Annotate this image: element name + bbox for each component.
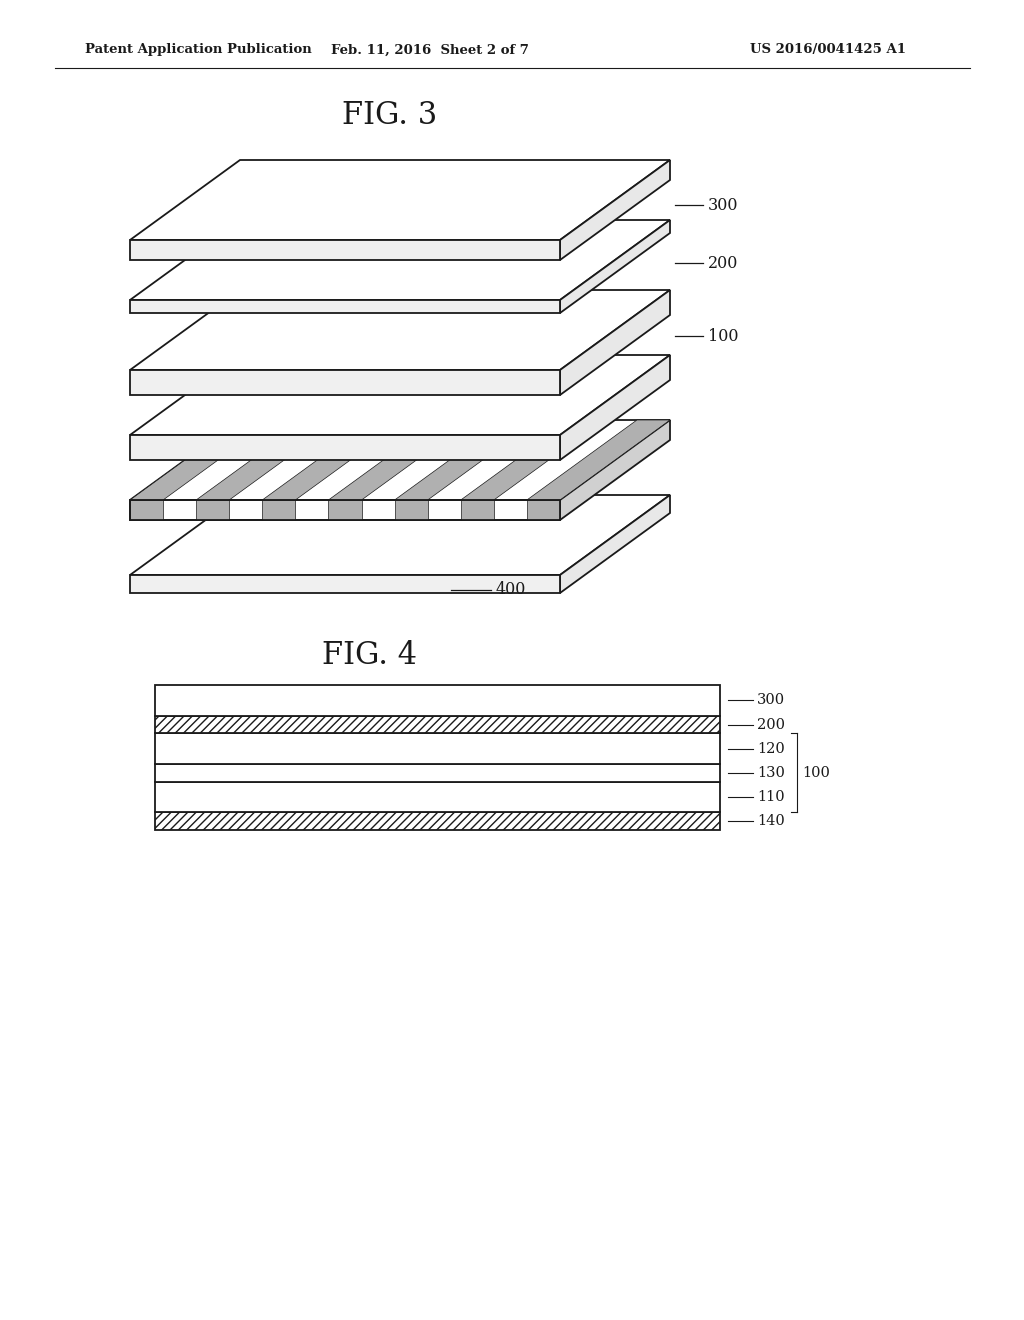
Polygon shape: [130, 576, 560, 593]
Polygon shape: [130, 240, 560, 260]
Polygon shape: [130, 500, 163, 520]
Polygon shape: [130, 160, 670, 240]
Polygon shape: [560, 420, 670, 520]
Polygon shape: [394, 500, 428, 520]
Text: 200: 200: [708, 255, 738, 272]
Polygon shape: [130, 420, 273, 500]
Polygon shape: [560, 495, 670, 593]
Polygon shape: [130, 290, 670, 370]
Polygon shape: [560, 290, 670, 395]
Text: 120: 120: [757, 742, 784, 756]
Text: Feb. 11, 2016  Sheet 2 of 7: Feb. 11, 2016 Sheet 2 of 7: [331, 44, 529, 57]
Bar: [155, 715, 720, 734]
Text: 110: 110: [757, 791, 784, 804]
Polygon shape: [329, 420, 471, 500]
Text: 300: 300: [757, 693, 785, 708]
Text: 130: 130: [757, 766, 784, 780]
Polygon shape: [560, 160, 670, 260]
Bar: [155, 734, 720, 764]
Polygon shape: [130, 420, 670, 500]
Text: FIG. 3: FIG. 3: [342, 99, 437, 131]
Polygon shape: [130, 355, 670, 436]
Polygon shape: [527, 500, 560, 520]
Text: FIG. 4: FIG. 4: [323, 639, 418, 671]
Polygon shape: [130, 370, 560, 395]
Text: 200: 200: [757, 718, 785, 731]
Polygon shape: [527, 420, 670, 500]
Text: 300: 300: [708, 197, 738, 214]
Polygon shape: [461, 420, 604, 500]
Text: 140: 140: [757, 814, 784, 828]
Polygon shape: [197, 500, 229, 520]
Polygon shape: [130, 220, 670, 300]
Polygon shape: [329, 500, 361, 520]
Polygon shape: [394, 420, 538, 500]
Polygon shape: [560, 355, 670, 459]
Text: 100: 100: [708, 327, 738, 345]
Polygon shape: [262, 500, 295, 520]
Polygon shape: [262, 420, 406, 500]
Polygon shape: [130, 495, 670, 576]
Polygon shape: [130, 436, 560, 459]
Polygon shape: [130, 300, 560, 313]
Polygon shape: [130, 500, 560, 520]
Bar: [155, 781, 720, 812]
Text: 400: 400: [496, 582, 526, 598]
Text: US 2016/0041425 A1: US 2016/0041425 A1: [750, 44, 906, 57]
Polygon shape: [560, 220, 670, 313]
Text: 100: 100: [802, 766, 829, 780]
Bar: [155, 764, 720, 781]
Bar: [155, 812, 720, 830]
Polygon shape: [461, 500, 494, 520]
Text: Patent Application Publication: Patent Application Publication: [85, 44, 311, 57]
Polygon shape: [197, 420, 339, 500]
Bar: [155, 685, 720, 715]
